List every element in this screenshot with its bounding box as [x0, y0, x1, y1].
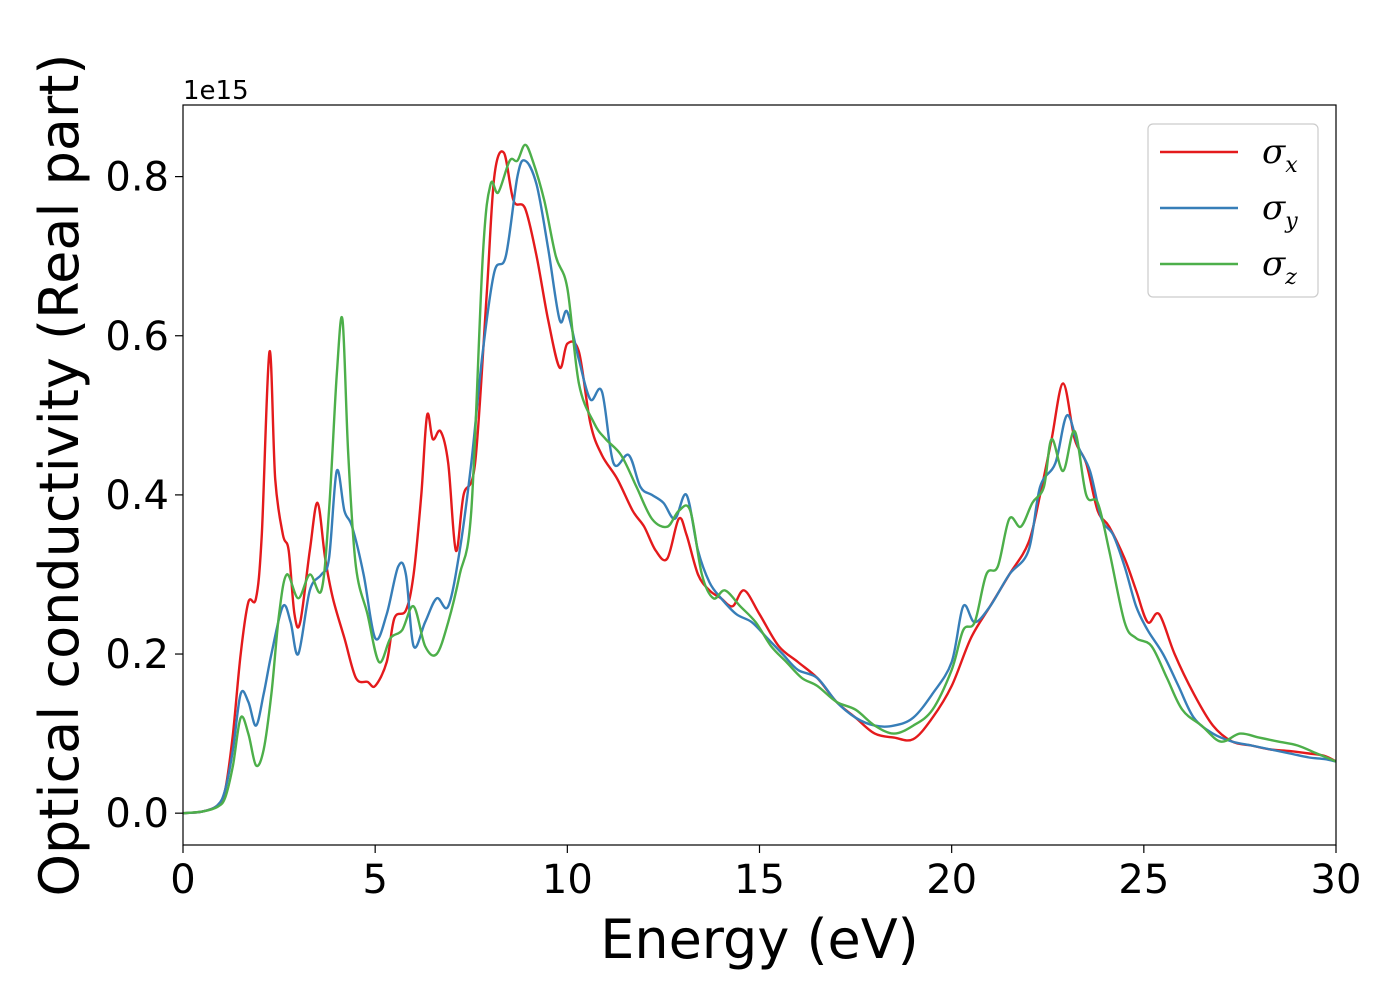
y-offset-text: 1e15 — [183, 76, 249, 106]
y-axis: 0.0 0.2 0.4 0.6 0.8 — [105, 155, 183, 837]
x-axis-label: Energy (eV) — [600, 908, 919, 971]
legend-label-x: σx — [1262, 132, 1298, 178]
series-layer — [182, 143, 1337, 815]
y-tick-label: 0.2 — [105, 632, 169, 678]
y-tick-label: 0.0 — [105, 791, 169, 837]
y-axis-label: Optical conductivity (Real part) — [28, 54, 91, 897]
y-tick-label: 0.6 — [105, 314, 169, 360]
x-tick-label: 25 — [1118, 857, 1169, 903]
x-tick-label: 20 — [926, 857, 977, 903]
x-tick-label: 30 — [1311, 857, 1362, 903]
legend-box — [1147, 123, 1319, 298]
x-tick-label: 0 — [170, 857, 195, 903]
x-tick-label: 5 — [362, 857, 387, 903]
series-line-z — [182, 143, 1337, 815]
legend-label-y: σy — [1262, 188, 1298, 234]
legend: σx σy σz — [1147, 123, 1319, 298]
x-tick-label: 10 — [542, 857, 593, 903]
legend-label-z: σz — [1262, 244, 1297, 290]
y-tick-label: 0.8 — [105, 155, 169, 201]
x-tick-label: 15 — [734, 857, 785, 903]
y-tick-label: 0.4 — [105, 473, 169, 519]
x-axis: 0 5 10 15 20 25 30 — [170, 845, 1361, 903]
